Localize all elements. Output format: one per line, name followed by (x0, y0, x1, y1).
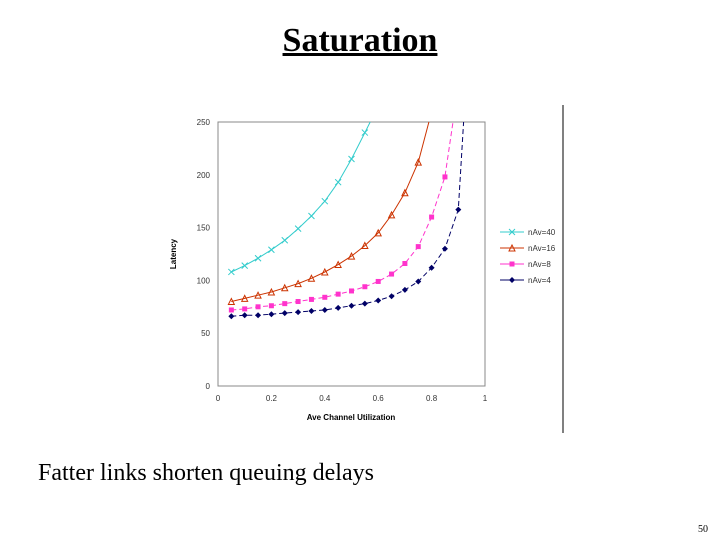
series-nav-4-marker (308, 308, 315, 315)
legend-nav-8-marker (509, 261, 515, 267)
y-tick-label: 150 (197, 224, 211, 233)
series-nav-8-marker (442, 174, 448, 180)
series-nav-40-marker (241, 262, 249, 269)
x-tick-label: 0.8 (426, 394, 438, 403)
series-nav-40-marker (348, 155, 355, 163)
legend-nav-4-label: nAv=4 (528, 276, 551, 285)
series-nav-40-marker (254, 254, 262, 262)
series-nav-40-line (231, 121, 371, 273)
series-nav-16-marker (307, 274, 316, 282)
series-nav-4-marker (321, 306, 328, 313)
legend-nav-4-marker (509, 277, 515, 283)
series-nav-40-marker (321, 197, 329, 205)
series-nav-16-marker (361, 241, 369, 250)
y-tick-label: 250 (197, 118, 211, 127)
series-nav-40-marker (227, 268, 235, 276)
latency-chart: 0 50 100 150 200 250 0 0.2 0.4 0.6 0.8 1 Ave Chann… (160, 100, 580, 435)
series-nav-4-marker (455, 206, 462, 213)
series-nav-8-marker (322, 294, 328, 300)
series-nav-4-marker (348, 302, 355, 309)
legend-nav-16-marker (508, 243, 516, 252)
slide-title: Saturation (282, 22, 438, 59)
y-tick-label: 0 (206, 382, 211, 391)
x-tick-label: 0.6 (373, 394, 385, 403)
series-nav-16-marker (387, 210, 396, 219)
series-nav-16-marker (240, 294, 249, 302)
series-nav-16-marker (294, 279, 302, 288)
series-markers (227, 129, 462, 320)
series-nav-4-marker (228, 313, 235, 320)
series-nav-8-marker (402, 261, 408, 267)
series-nav-40-marker (334, 178, 342, 186)
series-nav-16-marker (227, 297, 236, 306)
series-nav-40-marker (268, 246, 275, 254)
series-nav-4-marker (281, 310, 288, 317)
series-nav-8-marker (228, 307, 234, 313)
series-nav-16-marker (280, 283, 289, 292)
series-nav-40-marker (294, 225, 302, 233)
series-nav-4-marker (268, 311, 275, 318)
legend: nAv=40 nAv=16 nAv=8 nAv=4 (500, 228, 556, 285)
series-nav-8-marker (429, 214, 435, 220)
y-tick-label: 200 (197, 171, 211, 180)
series-nav-4-marker (428, 264, 435, 271)
series-nav-16-marker (320, 267, 329, 276)
legend-nav-40-label: nAv=40 (528, 228, 556, 237)
series-nav-4-marker (295, 309, 302, 316)
series-nav-8-marker (255, 304, 261, 310)
x-axis-ticks: 0 0.2 0.4 0.6 0.8 1 (216, 394, 488, 403)
series-nav-4-marker (415, 278, 422, 285)
legend-nav-16-label: nAv=16 (528, 244, 556, 253)
series-nav-8-marker (295, 299, 301, 305)
series-nav-8-marker (282, 301, 288, 307)
series-nav-16-marker (347, 251, 356, 260)
series-nav-16-marker (267, 287, 276, 296)
latency-chart-svg: 0 50 100 150 200 250 0 0.2 0.4 0.6 0.8 1 Ave Chann… (169, 105, 564, 433)
series-nav-8-marker (375, 278, 381, 284)
series-nav-16-marker (401, 188, 409, 197)
slide-caption: Fatter links shorten queuing delays (38, 460, 374, 486)
series-nav-4-marker (388, 293, 395, 300)
series-nav-8-marker (268, 303, 274, 309)
series-nav-40-marker (281, 236, 289, 244)
series-nav-8-marker (242, 306, 248, 312)
legend-nav-40-marker (508, 228, 516, 236)
y-tick-label: 50 (201, 329, 210, 338)
y-axis-ticks: 0 50 100 150 200 250 (197, 118, 211, 391)
series-nav-4-marker (241, 312, 248, 319)
series-nav-40-marker (361, 129, 369, 136)
x-axis-title: Ave Channel Utilization (307, 413, 396, 422)
series-nav-4-marker (335, 304, 342, 311)
series-nav-16-marker (414, 158, 423, 166)
series-nav-4-marker (361, 300, 368, 307)
series-nav-8-marker (415, 244, 421, 250)
series-nav-4-marker (401, 286, 408, 293)
legend-nav-8-label: nAv=8 (528, 260, 551, 269)
series-nav-16-marker (254, 291, 262, 299)
series-nav-16-marker (334, 260, 342, 269)
series-nav-4-marker (255, 312, 262, 319)
series-nav-8-line (231, 121, 454, 311)
x-tick-label: 1 (483, 394, 488, 403)
series-nav-8-marker (335, 291, 341, 297)
page-number: 50 (698, 524, 708, 535)
series-nav-8-marker (308, 296, 314, 302)
series-nav-40-marker (308, 212, 315, 220)
series-nav-8-marker (349, 288, 354, 294)
series-nav-16-line (231, 121, 430, 302)
series-nav-16-marker (374, 228, 383, 237)
y-axis-title: Latency (169, 238, 178, 269)
y-tick-label: 100 (197, 276, 211, 285)
x-tick-label: 0 (216, 394, 221, 403)
series-nav-8-marker (389, 271, 395, 277)
series-nav-8-marker (362, 284, 368, 290)
series-nav-4-marker (375, 297, 382, 304)
x-tick-label: 0.4 (319, 394, 331, 403)
x-tick-label: 0.2 (266, 394, 278, 403)
series-nav-4-marker (441, 245, 448, 252)
